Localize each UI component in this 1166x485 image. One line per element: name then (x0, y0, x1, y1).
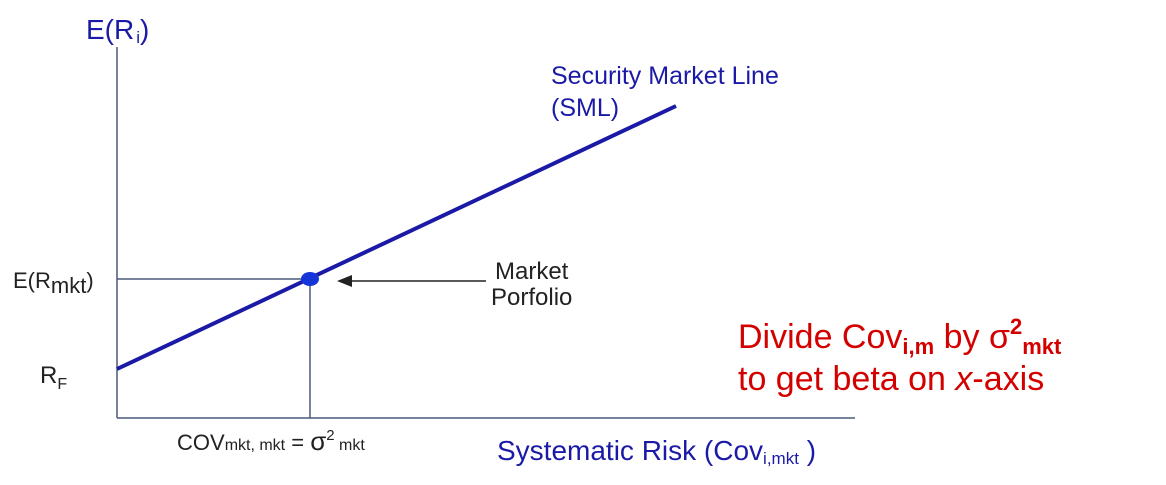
market-portfolio-label: Market Porfolio (491, 259, 572, 311)
beta-note-line1: Divide Covi,m by σ2mkt (738, 314, 1062, 359)
risk-free-label: RF (40, 362, 68, 393)
market-portfolio-line2: Porfolio (491, 284, 573, 311)
market-portfolio-point (301, 272, 319, 286)
market-cov-label: COVmkt, mkt = σ2 mkt (177, 426, 365, 456)
sml-label-line2: (SML) (551, 94, 620, 122)
market-portfolio-line1: Market (495, 258, 569, 285)
y-axis-label: E(R i) (86, 14, 150, 47)
beta-note: Divide Covi,m by σ2mkt to get beta on x-… (738, 316, 1061, 400)
pointer-arrow-head (337, 275, 352, 287)
market-return-label: E(Rmkt) (13, 268, 94, 298)
x-axis-label: Systematic Risk (Covi,mkt ) (497, 435, 817, 468)
beta-note-line2: to get beta on x-axis (738, 360, 1045, 398)
sml-label: Security Market Line (SML) (551, 60, 779, 124)
security-market-line (116, 104, 677, 371)
sml-label-line1: Security Market Line (551, 62, 779, 90)
